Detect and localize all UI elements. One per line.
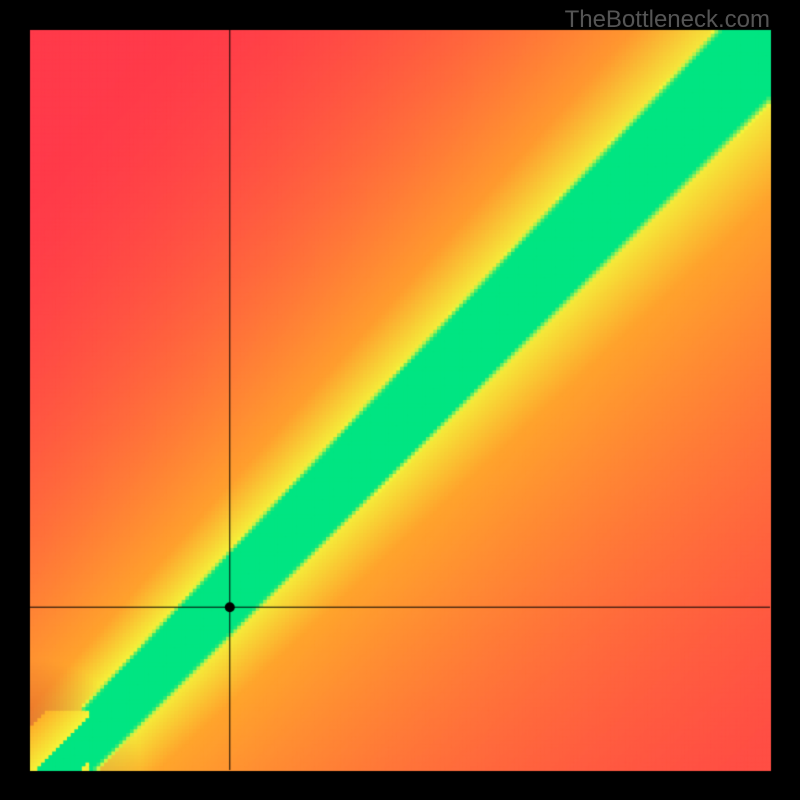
bottleneck-heatmap (0, 0, 800, 800)
watermark-text: TheBottleneck.com (565, 6, 770, 34)
chart-container: { "watermark": { "text": "TheBottleneck.… (0, 0, 800, 800)
